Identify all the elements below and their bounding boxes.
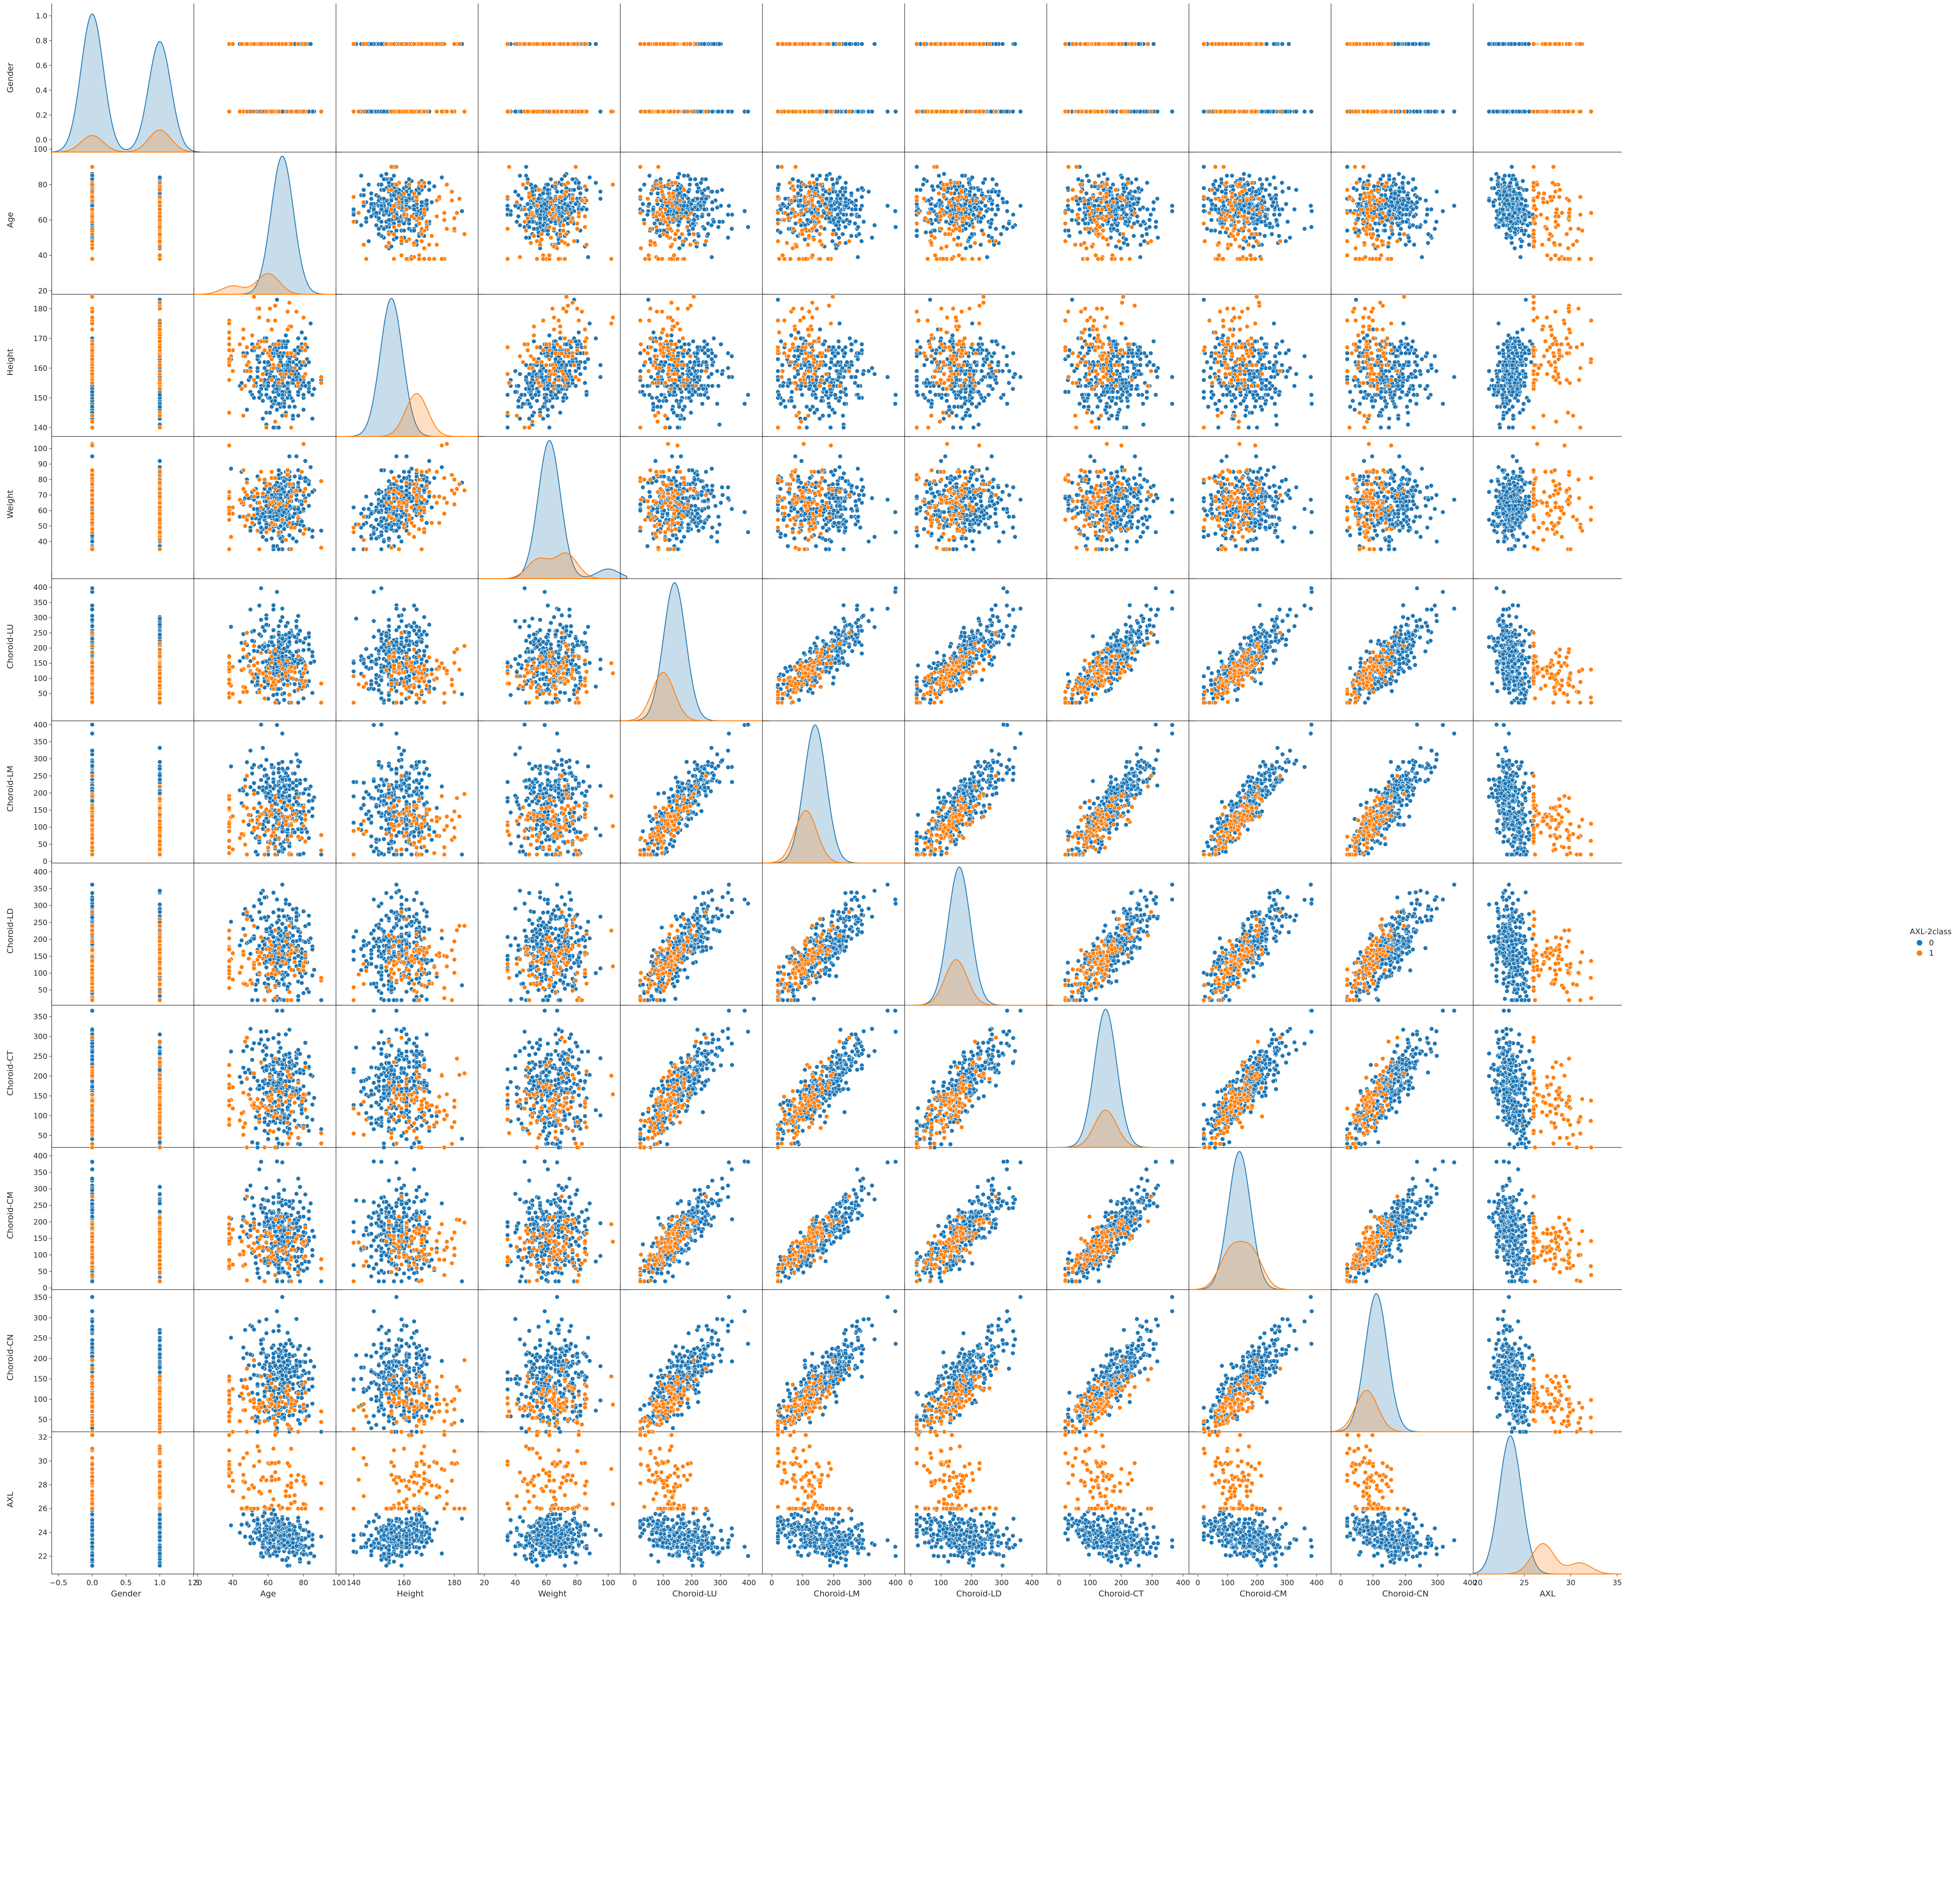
point-class-1 (289, 42, 293, 46)
point-class-0 (369, 109, 373, 114)
y-tick-label: 0.6 (36, 62, 47, 70)
point-class-1 (397, 109, 401, 114)
y-tick-label: 1.0 (36, 12, 47, 21)
point-class-1 (532, 109, 536, 114)
point-class-1 (580, 109, 584, 114)
point-class-1 (609, 109, 613, 114)
point-class-1 (252, 42, 256, 46)
point-class-1 (277, 42, 281, 46)
point-class-1 (523, 42, 527, 46)
point-class-0 (746, 109, 750, 114)
point-class-1 (462, 109, 467, 114)
point-class-1 (570, 109, 575, 114)
point-class-1 (541, 109, 545, 114)
point-class-1 (404, 42, 409, 46)
point-class-1 (240, 42, 244, 46)
point-class-1 (303, 42, 308, 46)
point-class-1 (547, 42, 551, 46)
point-class-1 (238, 109, 242, 114)
point-class-1 (552, 109, 556, 114)
point-class-1 (566, 42, 570, 46)
point-class-1 (361, 109, 366, 114)
point-class-1 (270, 42, 274, 46)
point-class-1 (541, 42, 545, 46)
point-class-0 (594, 42, 598, 46)
point-class-1 (399, 42, 404, 46)
point-class-1 (252, 109, 256, 114)
point-class-1 (352, 109, 356, 114)
point-class-1 (412, 42, 416, 46)
point-class-1 (257, 109, 261, 114)
point-class-1 (227, 109, 231, 114)
point-class-0 (308, 42, 313, 46)
y-tick-label: 0.4 (36, 86, 47, 95)
point-class-1 (409, 109, 414, 114)
point-class-1 (526, 109, 530, 114)
y-axis-label: Gender (6, 62, 15, 93)
point-class-1 (301, 109, 305, 114)
point-class-1 (245, 109, 249, 114)
y-tick-label: 0.0 (36, 136, 47, 144)
point-class-1 (560, 109, 564, 114)
point-class-1 (289, 109, 293, 114)
y-tick-label: 0.2 (36, 111, 47, 120)
point-class-0 (598, 109, 603, 114)
point-class-1 (572, 42, 576, 46)
point-class-1 (452, 42, 457, 46)
point-class-1 (527, 42, 531, 46)
point-class-1 (515, 42, 519, 46)
point-class-1 (505, 42, 510, 46)
point-class-1 (384, 42, 389, 46)
point-class-0 (513, 109, 517, 114)
point-class-1 (445, 109, 449, 114)
kde-class-0 (52, 14, 200, 152)
point-class-1 (435, 42, 439, 46)
point-class-1 (439, 109, 444, 114)
point-class-1 (442, 42, 446, 46)
point-class-1 (389, 109, 393, 114)
point-class-1 (283, 42, 288, 46)
point-class-1 (435, 109, 439, 114)
point-class-1 (392, 42, 396, 46)
point-class-0 (369, 42, 373, 46)
point-class-1 (294, 109, 299, 114)
point-class-0 (382, 109, 386, 114)
point-class-1 (422, 109, 426, 114)
point-class-1 (583, 42, 587, 46)
point-class-1 (450, 109, 454, 114)
point-class-1 (420, 42, 424, 46)
point-class-1 (552, 42, 556, 46)
point-class-1 (319, 109, 324, 114)
point-class-1 (505, 109, 510, 114)
point-class-1 (535, 42, 539, 46)
point-class-1 (352, 42, 356, 46)
point-class-1 (270, 109, 274, 114)
point-class-1 (296, 42, 300, 46)
point-class-1 (259, 42, 263, 46)
point-class-1 (547, 109, 551, 114)
point-class-1 (417, 109, 421, 114)
point-class-0 (379, 42, 383, 46)
point-class-1 (424, 42, 429, 46)
point-class-1 (356, 109, 361, 114)
point-class-1 (245, 42, 249, 46)
point-class-1 (457, 42, 461, 46)
point-class-1 (277, 109, 281, 114)
point-class-1 (361, 42, 366, 46)
point-class-1 (584, 109, 588, 114)
point-class-1 (564, 109, 569, 114)
point-class-0 (726, 109, 730, 114)
point-class-1 (558, 42, 562, 46)
point-class-1 (230, 42, 235, 46)
y-tick-label: 0.8 (36, 37, 47, 45)
